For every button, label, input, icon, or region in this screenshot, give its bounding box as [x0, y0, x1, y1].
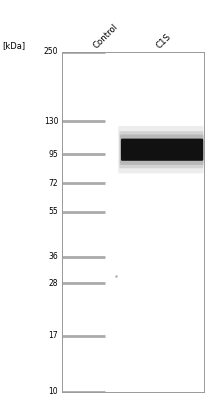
FancyBboxPatch shape	[120, 134, 204, 165]
FancyBboxPatch shape	[119, 131, 204, 168]
Text: 250: 250	[44, 48, 58, 56]
Text: Control: Control	[91, 22, 120, 50]
FancyBboxPatch shape	[121, 139, 203, 161]
Text: 17: 17	[49, 332, 58, 340]
Text: 28: 28	[49, 279, 58, 288]
Text: 10: 10	[49, 388, 58, 396]
Text: [kDa]: [kDa]	[2, 41, 25, 50]
Text: 95: 95	[48, 150, 58, 159]
Text: 55: 55	[48, 208, 58, 216]
Text: 130: 130	[44, 116, 58, 126]
FancyBboxPatch shape	[118, 126, 204, 173]
Text: 72: 72	[49, 179, 58, 188]
Text: C1S: C1S	[155, 32, 173, 50]
Text: 36: 36	[48, 252, 58, 261]
